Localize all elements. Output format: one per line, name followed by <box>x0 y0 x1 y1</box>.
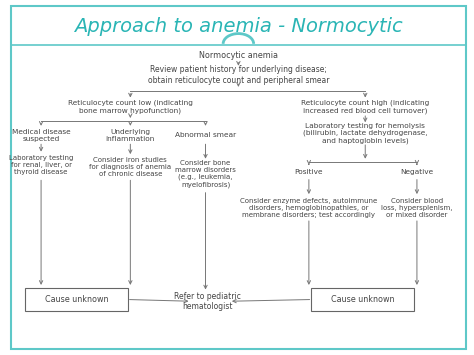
Text: Normocytic anemia: Normocytic anemia <box>199 51 278 60</box>
Text: Cause unknown: Cause unknown <box>45 295 108 304</box>
Text: Medical disease
suspected: Medical disease suspected <box>12 129 71 142</box>
Text: Underlying
inflammation: Underlying inflammation <box>106 129 155 142</box>
Text: Laboratory testing for hemolysis
(bilirubin, lactate dehydrogenase,
and haptoglo: Laboratory testing for hemolysis (biliru… <box>303 123 428 144</box>
Text: Refer to pediatric
hematologist: Refer to pediatric hematologist <box>174 291 241 311</box>
FancyBboxPatch shape <box>311 288 414 311</box>
Text: Consider iron studies
for diagnosis of anemia
of chronic disease: Consider iron studies for diagnosis of a… <box>89 157 172 177</box>
Text: Laboratory testing
for renal, liver, or
thyroid disease: Laboratory testing for renal, liver, or … <box>9 155 73 175</box>
Text: Consider blood
loss, hypersplenism,
or mixed disorder: Consider blood loss, hypersplenism, or m… <box>381 197 453 218</box>
Text: Abnormal smear: Abnormal smear <box>175 132 236 138</box>
Text: Positive: Positive <box>295 169 323 175</box>
FancyBboxPatch shape <box>10 6 466 349</box>
Text: Approach to anemia - Normocytic: Approach to anemia - Normocytic <box>74 17 403 36</box>
Text: Consider enzyme defects, autoimmune
disorders, hemoglobinopathies, or
membrane d: Consider enzyme defects, autoimmune diso… <box>240 197 377 218</box>
Text: Cause unknown: Cause unknown <box>331 295 395 304</box>
Text: Review patient history for underlying disease;
obtain reticulocyte count and per: Review patient history for underlying di… <box>147 65 329 84</box>
Text: Reticulocyte count low (indicating
bone marrow hypofunction): Reticulocyte count low (indicating bone … <box>68 100 193 114</box>
Text: Reticulocyte count high (indicating
increased red blood cell turnover): Reticulocyte count high (indicating incr… <box>301 100 429 114</box>
FancyBboxPatch shape <box>25 288 128 311</box>
Text: Negative: Negative <box>401 169 434 175</box>
Text: Consider bone
marrow disorders
(e.g., leukemia,
myelofibrosis): Consider bone marrow disorders (e.g., le… <box>175 160 236 188</box>
